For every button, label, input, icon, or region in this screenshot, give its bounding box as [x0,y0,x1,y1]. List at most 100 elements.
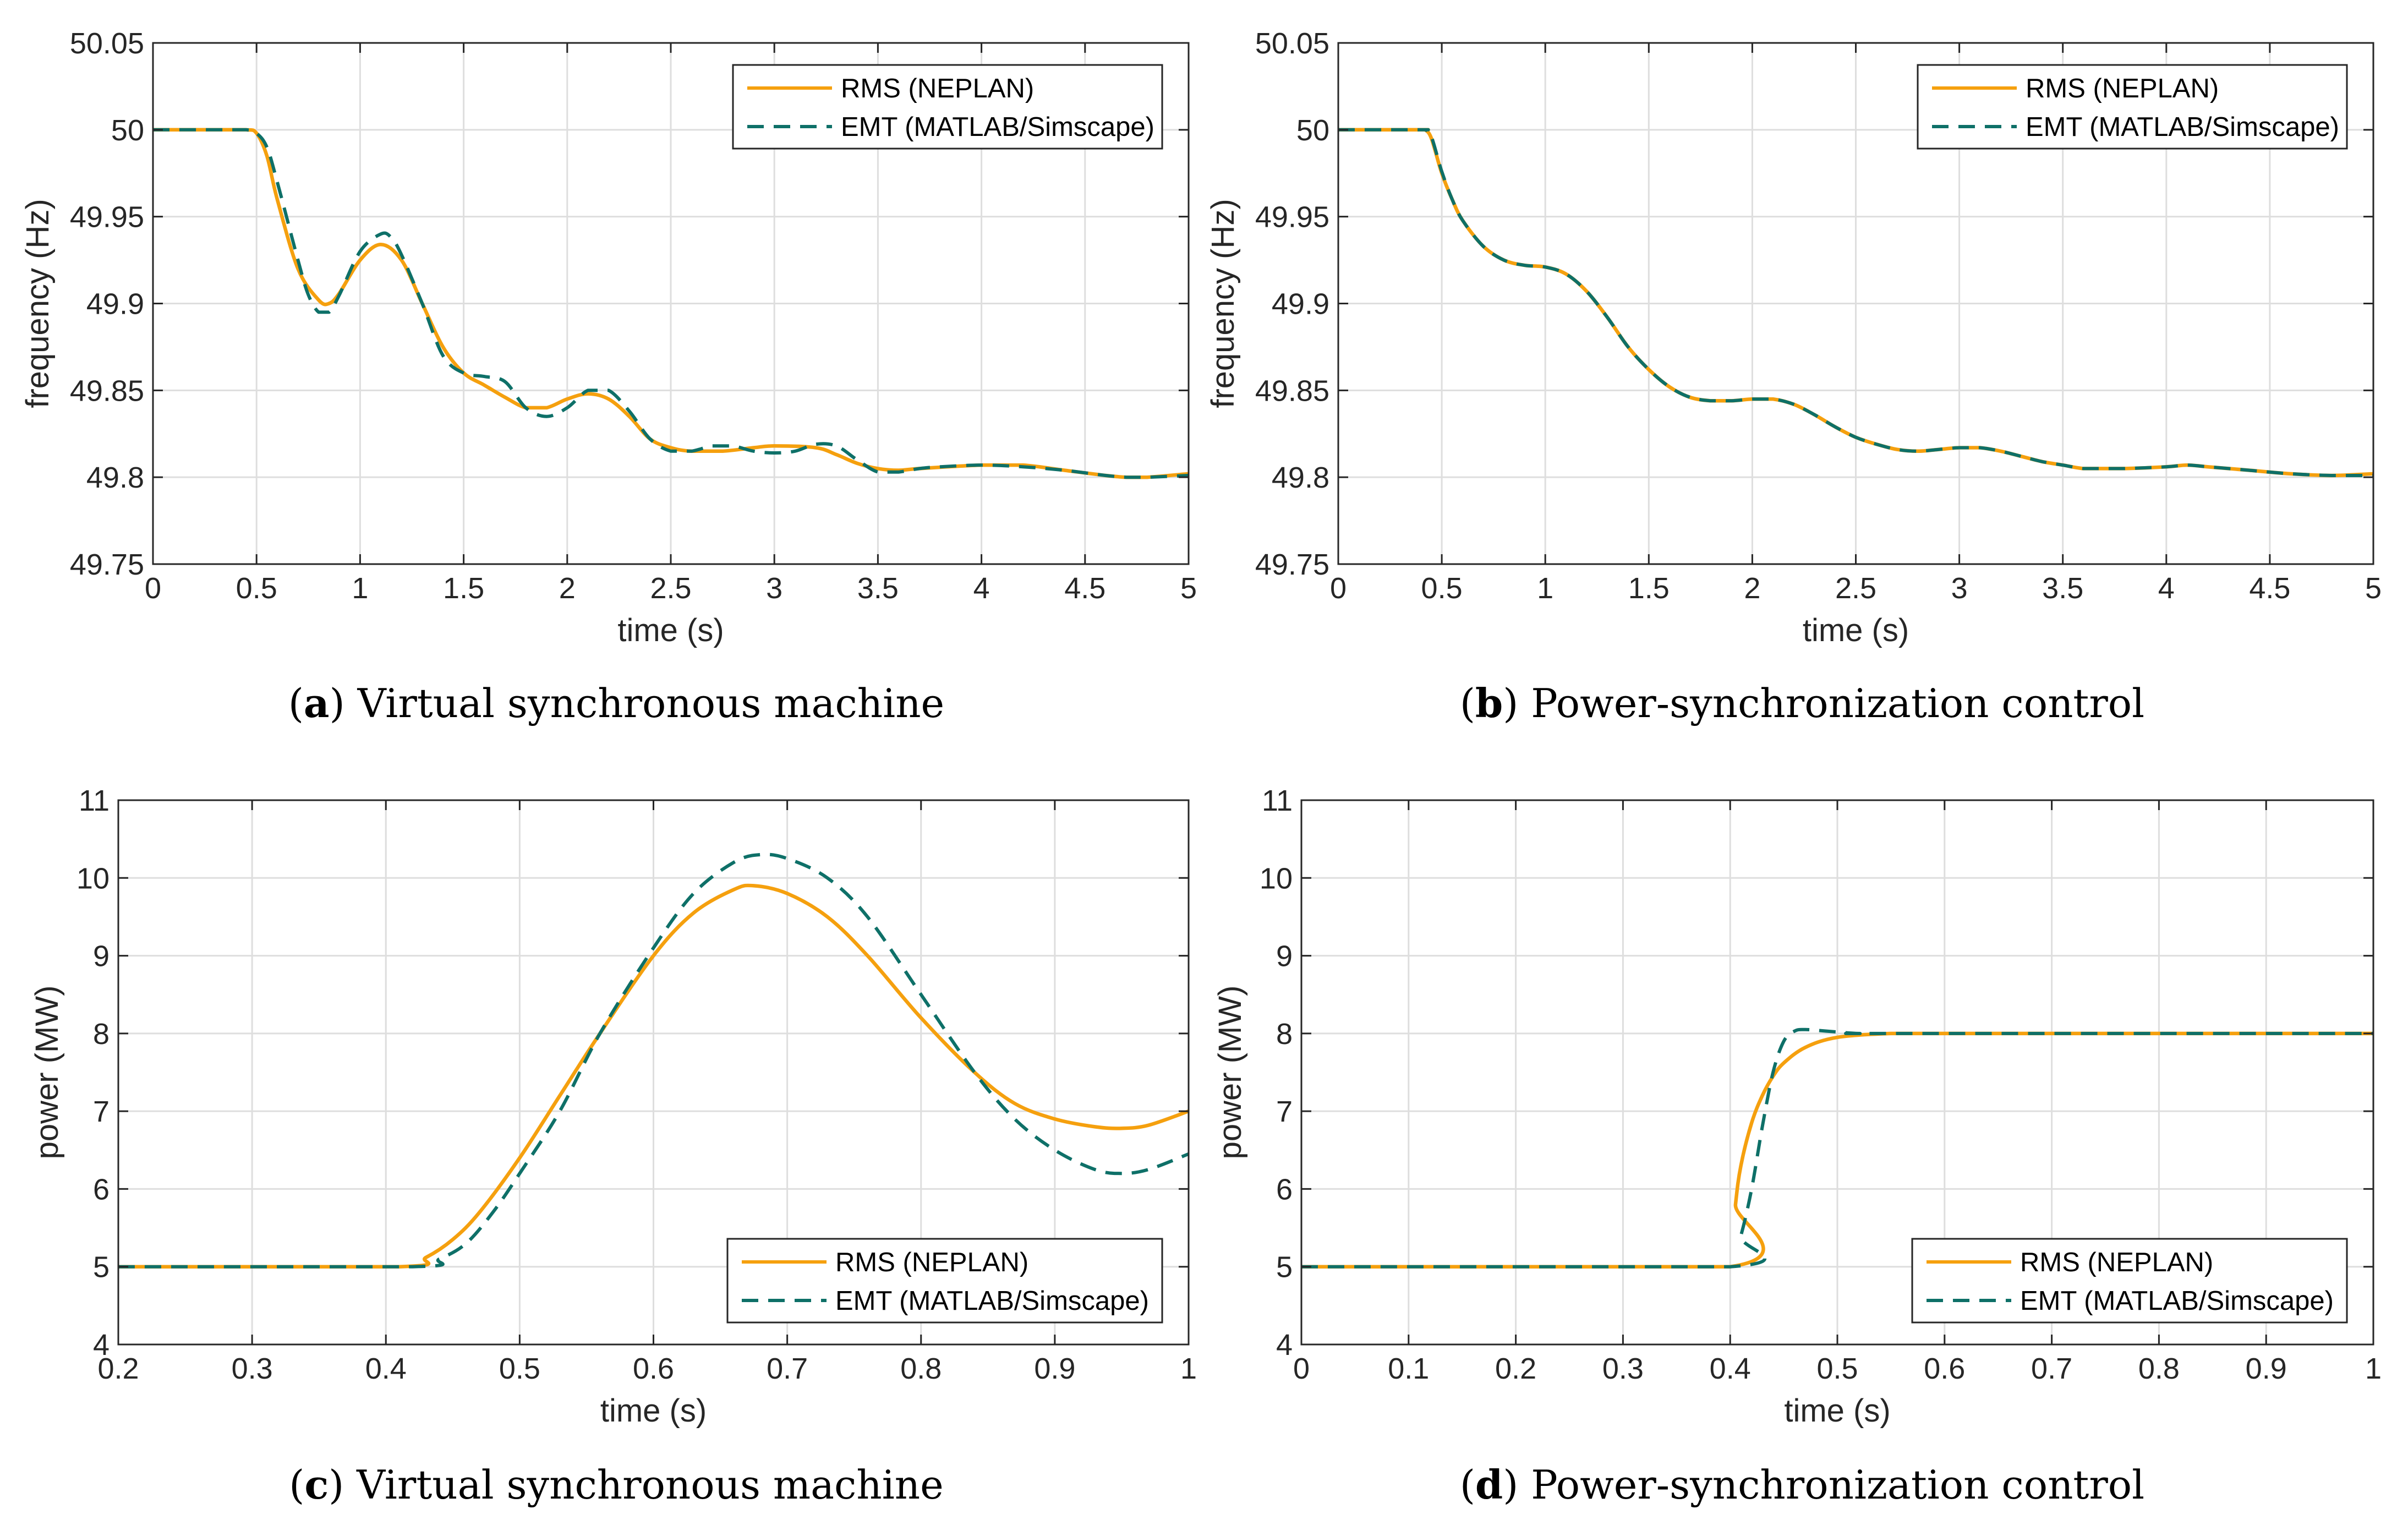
legend: RMS (NEPLAN) EMT (MATLAB/Simscape) [732,64,1163,150]
series-emt-line [1301,1027,2373,1269]
y-tick-label: 49.8 [86,461,144,494]
x-tick-label: 4.5 [1064,572,1106,605]
x-tick-label: 1.5 [1628,572,1670,605]
y-tick-label: 4 [93,1329,110,1362]
x-tick-label: 0.5 [1816,1352,1858,1385]
y-tick-label: 49.85 [70,374,144,407]
caption-b-text: Power-synchronization control [1531,680,2145,726]
caption-d: (d) Power-synchronization control [1459,1461,2145,1508]
legend-rms-label: RMS (NEPLAN) [835,1248,1028,1277]
legend: RMS (NEPLAN) EMT (MATLAB/Simscape) [726,1238,1163,1324]
legend: RMS (NEPLAN) EMT (MATLAB/Simscape) [1911,1238,2348,1324]
x-tick-label: 0.3 [1602,1352,1644,1385]
x-tick-label: 1 [1537,572,1553,605]
caption-d-letter: d [1475,1461,1503,1508]
x-axis-label: time (s) [1784,1393,1890,1429]
series-emt-line [118,852,1189,1269]
y-tick-label: 49.9 [1272,288,1329,321]
series-rms-line [118,883,1189,1269]
x-tick-label: 2 [559,572,576,605]
caption-b-letter: b [1475,680,1503,726]
y-tick-label: 5 [93,1251,110,1284]
legend-rms-label: RMS (NEPLAN) [841,74,1034,103]
y-tick-label: 50.05 [1255,27,1329,60]
legend: RMS (NEPLAN) EMT (MATLAB/Simscape) [1917,64,2348,150]
caption-a-letter: a [303,680,330,726]
x-tick-label: 4 [2158,572,2175,605]
caption-c-letter: c [304,1461,329,1508]
x-tick-label: 0.5 [236,572,277,605]
y-tick-label: 49.75 [1255,548,1329,581]
y-tick-label: 9 [93,940,110,973]
chart-c: 0.2 0.3 0.4 0.5 0.6 0.7 0.8 0.9 1 4 5 6 7 8 9 10 11 time … [29,784,1197,1429]
x-tick-label: 2.5 [650,572,691,605]
x-tick-label: 5 [2365,572,2382,605]
y-tick-label: 4 [1276,1329,1293,1362]
legend-rms-label: RMS (NEPLAN) [2026,74,2219,103]
x-tick-label: 2.5 [1835,572,1876,605]
x-axis-label: time (s) [1803,613,1909,648]
x-tick-label: 3.5 [2042,572,2083,605]
y-axis-label: frequency (Hz) [1205,199,1241,408]
y-tick-label: 9 [1276,940,1293,973]
chart-b: 0 0.5 1 1.5 2 2.5 3 3.5 4 4.5 5 49.75 49.8 49.85 49.9 4… [1205,27,2382,648]
y-tick-label: 8 [93,1018,110,1051]
x-tick-label: 1 [352,572,368,605]
x-tick-label: 0.2 [1495,1352,1536,1385]
y-tick-label: 8 [1276,1018,1293,1051]
y-tick-label: 49.95 [1255,201,1329,234]
x-tick-label: 0.5 [1421,572,1463,605]
x-tick-label: 2 [1744,572,1760,605]
y-tick-label: 49.75 [70,548,144,581]
x-tick-label: 0 [145,572,161,605]
x-tick-label: 0.6 [633,1352,674,1385]
x-tick-label: 0.9 [1034,1352,1075,1385]
y-tick-label: 50 [111,114,144,147]
y-tick-label: 7 [93,1095,110,1128]
chart-d: 0 0.1 0.2 0.3 0.4 0.5 0.6 0.7 0.8 0.9 1 4 5 6 7 8 9 10 11 t… [1212,784,2382,1429]
x-tick-label: 0.7 [767,1352,808,1385]
legend-box [726,1238,1163,1324]
y-tick-label: 49.9 [86,288,144,321]
x-tick-label: 1.5 [443,572,484,605]
y-tick-label: 10 [1260,862,1293,895]
x-tick-label: 0.4 [1710,1352,1751,1385]
x-tick-label: 0.8 [2138,1352,2180,1385]
x-tick-label: 1 [1180,1352,1197,1385]
x-tick-label: 0.9 [2246,1352,2287,1385]
y-tick-label: 49.95 [70,201,144,234]
legend-box [1911,1238,2348,1324]
x-axis-label: time (s) [600,1393,707,1429]
series-emt-line [153,128,1189,479]
y-tick-label: 11 [79,784,110,817]
y-tick-label: 6 [93,1173,110,1206]
x-tick-label: 0.6 [1924,1352,1965,1385]
y-axis-label: power (MW) [1212,986,1248,1160]
x-tick-label: 0 [1330,572,1347,605]
chart-a: 0 0.5 1 1.5 2 2.5 3 3.5 4 4.5 5 49.75 49.8 49.85 49.9 4… [20,27,1197,648]
y-tick-label: 10 [76,862,110,895]
x-axis-label: time (s) [617,613,724,648]
x-tick-label: 3 [1951,572,1968,605]
x-tick-label: 4 [973,572,990,605]
x-tick-label: 1 [2365,1352,2382,1385]
caption-d-text: Power-synchronization control [1531,1462,2145,1508]
x-tick-label: 0.2 [97,1352,139,1385]
legend-emt-label: EMT (MATLAB/Simscape) [2026,112,2339,142]
y-tick-label: 6 [1276,1173,1293,1206]
x-tick-label: 0.3 [232,1352,273,1385]
caption-a-text: Virtual synchronous machine [357,680,945,726]
y-tick-label: 49.85 [1255,374,1329,407]
x-tick-label: 3 [766,572,782,605]
caption-c-text: Virtual synchronous machine [357,1462,944,1508]
caption-b: (b) Power-synchronization control [1459,680,2145,726]
y-tick-label: 50 [1296,114,1329,147]
y-tick-label: 50.05 [70,27,144,60]
legend-emt-label: EMT (MATLAB/Simscape) [835,1286,1149,1316]
legend-box [1917,64,2348,150]
y-axis-label: power (MW) [29,986,65,1160]
y-tick-label: 5 [1276,1251,1293,1284]
series-emt-line [1338,128,2373,478]
